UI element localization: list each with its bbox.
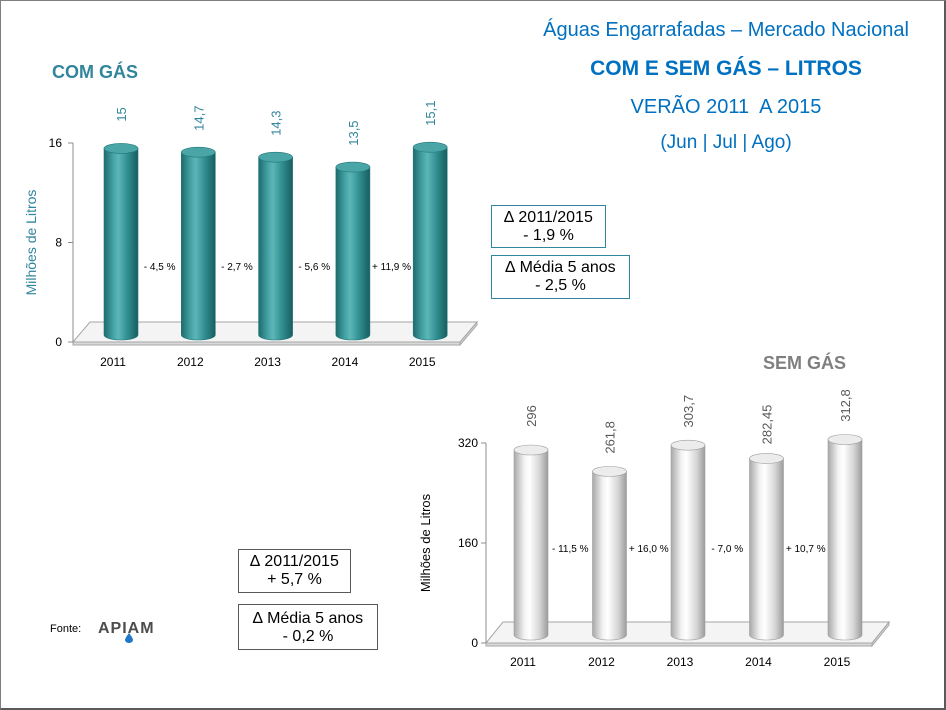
bar-2011 <box>513 444 549 641</box>
bar-top <box>412 141 448 153</box>
summary-label: ∆ Média 5 anos <box>252 610 364 627</box>
bar-body <box>513 449 549 641</box>
chart-title: SEM GÁS <box>763 352 846 373</box>
x-tick-label: 2014 <box>745 655 772 669</box>
sem-gas-delta-average-box: ∆ Média 5 anos - 0,2 % <box>238 604 378 650</box>
bar-2012 <box>181 146 216 341</box>
summary-value: - 0,2 % <box>282 628 334 645</box>
bar-value-label: 296 <box>524 405 539 427</box>
summary-label: ∆ 2011/2015 <box>250 553 339 570</box>
bar-top <box>827 434 863 445</box>
source-label: Fonte: <box>50 623 82 635</box>
water-drop-icon <box>125 633 133 643</box>
com-gas-delta-2011-2015-box: ∆ 2011/2015 - 1,9 % <box>491 205 606 248</box>
y-tick-label: 0 <box>471 636 478 650</box>
bar-value-label: 303,7 <box>681 395 696 428</box>
x-tick-label: 2011 <box>510 655 536 669</box>
x-tick-label: 2013 <box>254 355 281 369</box>
bar-2013 <box>258 151 293 341</box>
x-tick-label: 2015 <box>824 655 851 669</box>
bar-2015 <box>412 141 448 341</box>
bar-body <box>103 148 139 341</box>
bar-2014 <box>335 161 371 341</box>
change-label: + 11,9 % <box>372 262 411 273</box>
y-axis-label: Milhões de Litros <box>418 493 433 592</box>
change-label: - 11,5 % <box>552 544 589 555</box>
x-tick-label: 2015 <box>409 355 436 369</box>
bar-top <box>749 453 784 464</box>
summary-label: ∆ 2011/2015 <box>504 209 593 226</box>
bar-value-label: 13,5 <box>346 120 361 145</box>
summary-label: ∆ Média 5 anos <box>505 259 616 276</box>
bar-top <box>592 466 627 477</box>
x-tick-label: 2014 <box>332 355 359 369</box>
bar-body <box>670 444 706 641</box>
bar-2014 <box>749 453 784 641</box>
chart-com-gas: COM GÁS 0 8 16 Milhões de Litros 15 2011 14,7 20… <box>23 61 479 369</box>
bar-2015 <box>827 434 863 641</box>
y-tick-label: 320 <box>458 436 478 450</box>
bar-body <box>749 458 784 641</box>
change-label: + 10,7 % <box>786 544 826 555</box>
bar-2011 <box>103 143 139 341</box>
bar-body <box>258 156 293 341</box>
x-tick-label: 2012 <box>588 655 615 669</box>
bar-top <box>335 161 371 173</box>
bar-value-label: 312,8 <box>838 389 853 422</box>
report-title: Águas Engarrafadas – Mercado Nacional <box>543 19 909 41</box>
bar-top <box>181 146 216 158</box>
bar-body <box>335 166 371 341</box>
y-tick-label: 0 <box>55 335 62 349</box>
logo-text: APIAM <box>98 620 155 637</box>
bar-value-label: 14,3 <box>269 110 284 135</box>
x-tick-label: 2013 <box>667 655 694 669</box>
bar-body <box>181 151 216 341</box>
com-gas-delta-average-box: ∆ Média 5 anos - 2,5 % <box>491 255 630 299</box>
chart-title: COM GÁS <box>52 61 138 82</box>
change-label: + 16,0 % <box>629 544 669 555</box>
bar-top <box>513 444 549 456</box>
x-tick-label: 2011 <box>100 355 126 369</box>
x-tick-label: 2012 <box>177 355 204 369</box>
y-tick-label: 16 <box>49 136 63 150</box>
summary-value: - 2,5 % <box>535 277 586 294</box>
bar-body <box>827 439 863 641</box>
bar-value-label: 261,8 <box>603 421 618 454</box>
chart-sem-gas: SEM GÁS 0 160 320 Milhões de Litros 296 2011 26… <box>418 352 891 669</box>
change-label: - 5,6 % <box>298 262 330 273</box>
bar-top <box>258 151 293 163</box>
bar-2013 <box>670 439 706 641</box>
bar-2012 <box>592 466 627 641</box>
apiam-logo: APIAM <box>98 620 160 644</box>
bar-value-label: 14,7 <box>191 106 206 131</box>
y-tick-label: 8 <box>55 236 62 250</box>
bar-body <box>592 471 627 641</box>
report-period: VERÃO 2011 A 2015 <box>630 96 822 118</box>
y-tick-label: 160 <box>458 536 478 550</box>
bar-value-label: 15 <box>114 107 129 121</box>
change-label: - 4,5 % <box>144 262 176 273</box>
sem-gas-delta-2011-2015-box: ∆ 2011/2015 + 5,7 % <box>238 549 351 593</box>
bar-body <box>412 146 448 341</box>
change-label: - 7,0 % <box>711 544 743 555</box>
change-label: - 2,7 % <box>221 262 253 273</box>
summary-value: + 5,7 % <box>267 571 322 588</box>
bar-top <box>103 143 139 154</box>
bar-value-label: 282,45 <box>760 405 775 445</box>
summary-value: - 1,9 % <box>523 227 574 244</box>
y-axis-label: Milhões de Litros <box>23 190 39 296</box>
bar-value-label: 15,1 <box>423 101 438 126</box>
report-months: (Jun | Jul | Ago) <box>660 132 792 153</box>
report-subtitle: COM E SEM GÁS – LITROS <box>590 57 862 80</box>
bar-top <box>670 439 706 451</box>
